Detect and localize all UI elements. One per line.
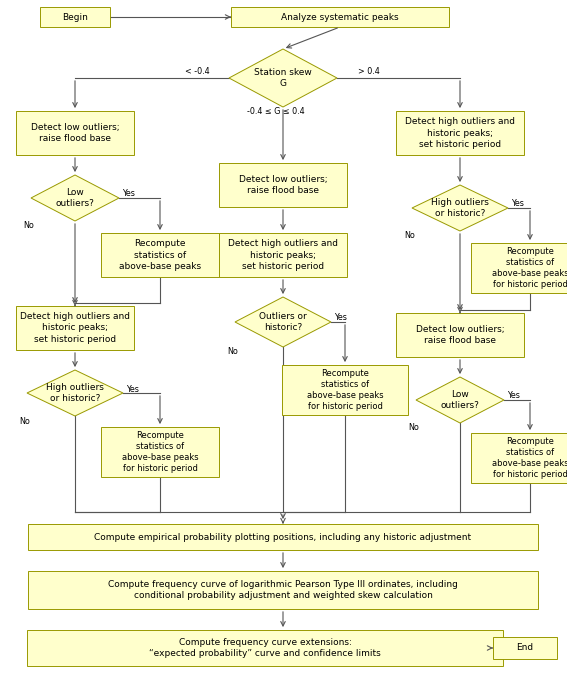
Polygon shape — [235, 297, 331, 347]
Text: No: No — [24, 221, 35, 230]
Text: Detect high outliers and
historic peaks;
set historic period: Detect high outliers and historic peaks;… — [228, 239, 338, 271]
FancyBboxPatch shape — [396, 111, 524, 155]
FancyBboxPatch shape — [16, 111, 134, 155]
Text: Recompute
statistics of
above-base peaks
for historic period: Recompute statistics of above-base peaks… — [122, 431, 198, 473]
FancyBboxPatch shape — [471, 433, 567, 483]
Text: Station skew
G: Station skew G — [254, 68, 312, 88]
Text: Detect high outliers and
historic peaks;
set historic period: Detect high outliers and historic peaks;… — [405, 117, 515, 149]
FancyBboxPatch shape — [27, 630, 503, 666]
FancyBboxPatch shape — [101, 427, 219, 477]
Text: Yes: Yes — [334, 313, 347, 322]
FancyBboxPatch shape — [40, 7, 110, 27]
Text: Recompute
statistics of
above-base peaks
for historic period: Recompute statistics of above-base peaks… — [492, 437, 567, 479]
Text: No: No — [405, 232, 416, 241]
FancyBboxPatch shape — [28, 524, 538, 550]
Text: Yes: Yes — [122, 189, 135, 198]
FancyBboxPatch shape — [493, 637, 557, 659]
FancyBboxPatch shape — [396, 313, 524, 357]
Text: End: End — [517, 644, 534, 653]
Text: Detect low outliers;
raise flood base: Detect low outliers; raise flood base — [31, 123, 119, 143]
Text: Low
outliers?: Low outliers? — [441, 390, 480, 410]
Text: Recompute
statistics of
above-base peaks: Recompute statistics of above-base peaks — [119, 239, 201, 271]
Text: Compute frequency curve extensions:
“expected probability” curve and confidence : Compute frequency curve extensions: “exp… — [149, 638, 381, 658]
Text: Begin: Begin — [62, 13, 88, 22]
Polygon shape — [31, 175, 119, 221]
Polygon shape — [412, 185, 508, 231]
Text: High outliers
or historic?: High outliers or historic? — [431, 198, 489, 218]
Text: No: No — [409, 424, 420, 433]
FancyBboxPatch shape — [282, 365, 408, 415]
Text: Recompute
statistics of
above-base peaks
for historic period: Recompute statistics of above-base peaks… — [492, 247, 567, 289]
FancyBboxPatch shape — [471, 243, 567, 293]
Text: Recompute
statistics of
above-base peaks
for historic period: Recompute statistics of above-base peaks… — [307, 369, 383, 411]
FancyBboxPatch shape — [28, 571, 538, 609]
Text: Yes: Yes — [507, 392, 520, 401]
FancyBboxPatch shape — [219, 233, 347, 277]
Text: Low
outliers?: Low outliers? — [56, 188, 95, 208]
FancyBboxPatch shape — [16, 306, 134, 350]
Polygon shape — [416, 377, 504, 423]
Polygon shape — [229, 49, 337, 107]
Text: No: No — [227, 348, 239, 357]
Text: Detect low outliers;
raise flood base: Detect low outliers; raise flood base — [239, 175, 327, 195]
Text: Yes: Yes — [511, 200, 524, 209]
Text: > 0.4: > 0.4 — [358, 68, 380, 77]
Text: No: No — [20, 417, 31, 426]
Text: Compute frequency curve of logarithmic Pearson Type III ordinates, including
con: Compute frequency curve of logarithmic P… — [108, 580, 458, 600]
Text: -0.4 ≤ G ≤ 0.4: -0.4 ≤ G ≤ 0.4 — [247, 107, 304, 117]
FancyBboxPatch shape — [231, 7, 449, 27]
FancyBboxPatch shape — [101, 233, 219, 277]
Text: Compute empirical probability plotting positions, including any historic adjustm: Compute empirical probability plotting p… — [95, 533, 472, 542]
Text: < -0.4: < -0.4 — [185, 68, 210, 77]
Text: High outliers
or historic?: High outliers or historic? — [46, 383, 104, 403]
Polygon shape — [27, 370, 123, 416]
Text: Detect low outliers;
raise flood base: Detect low outliers; raise flood base — [416, 325, 504, 345]
Text: Analyze systematic peaks: Analyze systematic peaks — [281, 13, 399, 22]
Text: Detect high outliers and
historic peaks;
set historic period: Detect high outliers and historic peaks;… — [20, 313, 130, 343]
Text: Yes: Yes — [126, 385, 139, 394]
Text: Outliers or
historic?: Outliers or historic? — [259, 312, 307, 332]
FancyBboxPatch shape — [219, 163, 347, 207]
